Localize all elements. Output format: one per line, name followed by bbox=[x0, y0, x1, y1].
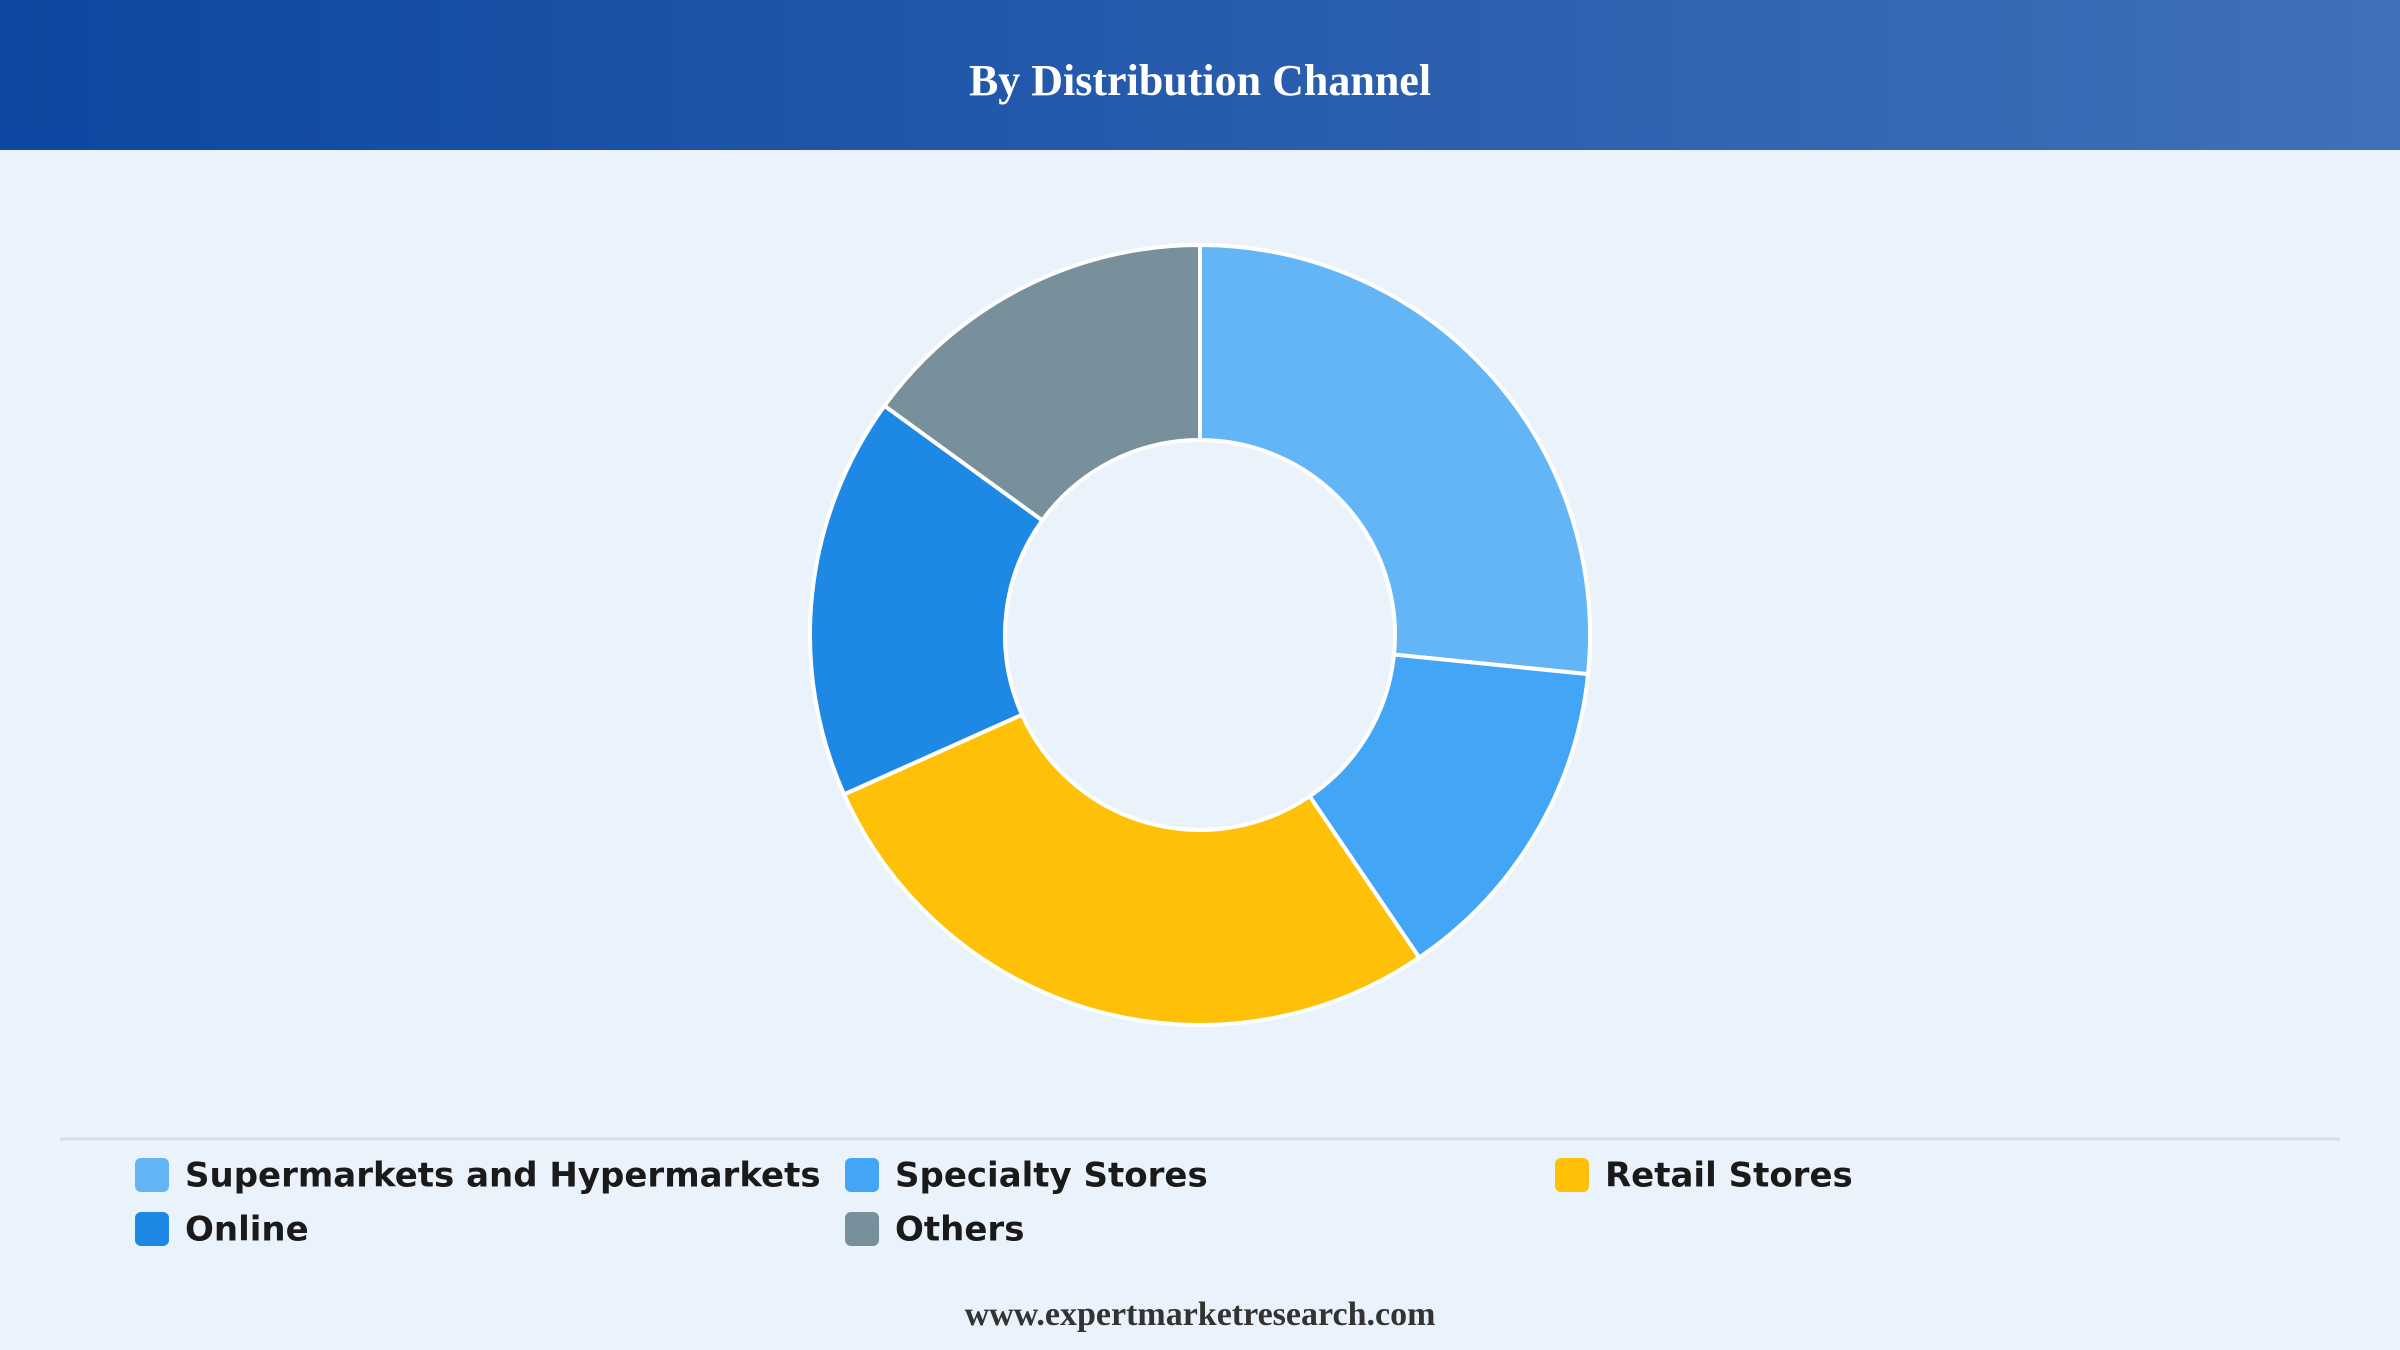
legend-swatch bbox=[845, 1158, 879, 1192]
legend-label: Supermarkets and Hypermarkets bbox=[185, 1156, 821, 1196]
donut-slice bbox=[841, 712, 1422, 1027]
legend-swatch bbox=[135, 1158, 169, 1192]
chart-title: By Distribution Channel bbox=[968, 56, 1432, 105]
donut-slice bbox=[881, 242, 1202, 524]
donut-slice bbox=[808, 402, 1046, 798]
legend-label: Specialty Stores bbox=[895, 1156, 1208, 1196]
header-bar bbox=[0, 0, 2400, 150]
legend-swatch bbox=[1555, 1158, 1589, 1192]
legend-swatch bbox=[135, 1212, 169, 1246]
legend-label: Online bbox=[185, 1210, 309, 1250]
donut-slice bbox=[1306, 652, 1591, 961]
source-text: www.expertmarketresearch.com bbox=[964, 1296, 1436, 1333]
legend-label: Others bbox=[895, 1210, 1024, 1250]
legend-swatch bbox=[845, 1212, 879, 1246]
legend-label: Retail Stores bbox=[1605, 1156, 1853, 1196]
donut-slice bbox=[1198, 242, 1592, 677]
